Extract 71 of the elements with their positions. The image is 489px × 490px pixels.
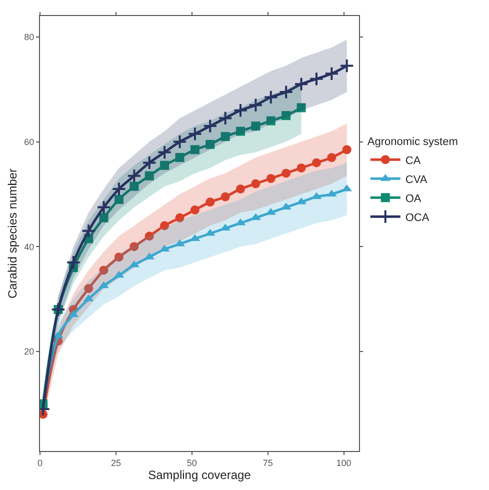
y-tick-label: 20	[24, 346, 34, 357]
point	[294, 76, 309, 92]
point	[84, 284, 94, 294]
point	[66, 255, 81, 270]
point	[175, 153, 184, 162]
point	[190, 205, 200, 214]
point	[233, 103, 248, 118]
point	[50, 302, 66, 317]
point	[266, 116, 276, 126]
point	[342, 145, 352, 154]
point	[130, 242, 139, 252]
point	[296, 163, 306, 172]
point	[81, 224, 96, 238]
point	[114, 194, 124, 204]
legend-label: OCA	[405, 212, 430, 224]
y-axis-title: Carabid species number	[5, 168, 20, 299]
y-tick-label: 40	[24, 242, 34, 252]
point	[278, 84, 294, 100]
point	[324, 66, 339, 81]
point	[142, 155, 157, 170]
point	[96, 200, 112, 215]
y-tick-label: 80	[24, 32, 34, 42]
point	[220, 132, 230, 142]
y-tick-label: 60	[24, 136, 34, 147]
point	[160, 160, 170, 170]
point	[296, 103, 306, 112]
point	[99, 266, 108, 275]
point	[206, 140, 215, 149]
point	[99, 213, 108, 222]
point	[144, 171, 154, 180]
legend-label: CA	[405, 154, 422, 167]
point	[172, 134, 188, 150]
point	[251, 122, 260, 131]
legend-label: OA	[405, 192, 422, 205]
x-tick-label: 100	[336, 458, 352, 468]
point	[312, 158, 321, 168]
point	[309, 72, 324, 86]
point	[236, 126, 246, 136]
legend-label: CVA	[405, 174, 428, 186]
x-tick-label: 75	[262, 458, 273, 468]
point	[340, 58, 354, 74]
point	[157, 144, 172, 160]
point	[250, 213, 261, 220]
point	[175, 213, 184, 222]
x-tick-label: 25	[110, 458, 121, 468]
point	[112, 182, 126, 196]
x-tick-label: 50	[186, 458, 197, 468]
point	[327, 153, 336, 162]
point	[190, 145, 200, 154]
point	[282, 111, 291, 120]
point	[126, 168, 142, 184]
point	[266, 174, 276, 183]
point	[174, 239, 185, 246]
legend-title: Agronomic system	[367, 136, 458, 148]
point	[160, 221, 170, 230]
point	[264, 90, 278, 105]
x-axis-title: Sampling coverage	[148, 468, 252, 482]
point	[144, 232, 154, 241]
point	[251, 179, 260, 188]
point	[202, 118, 218, 134]
point	[188, 126, 202, 142]
point	[220, 192, 230, 202]
point	[206, 198, 215, 207]
point	[98, 281, 109, 288]
point	[218, 110, 233, 126]
point	[282, 168, 291, 178]
point	[236, 184, 246, 194]
x-tick-label: 0	[37, 458, 43, 468]
point	[248, 98, 263, 112]
point	[130, 182, 139, 191]
point	[114, 252, 124, 262]
